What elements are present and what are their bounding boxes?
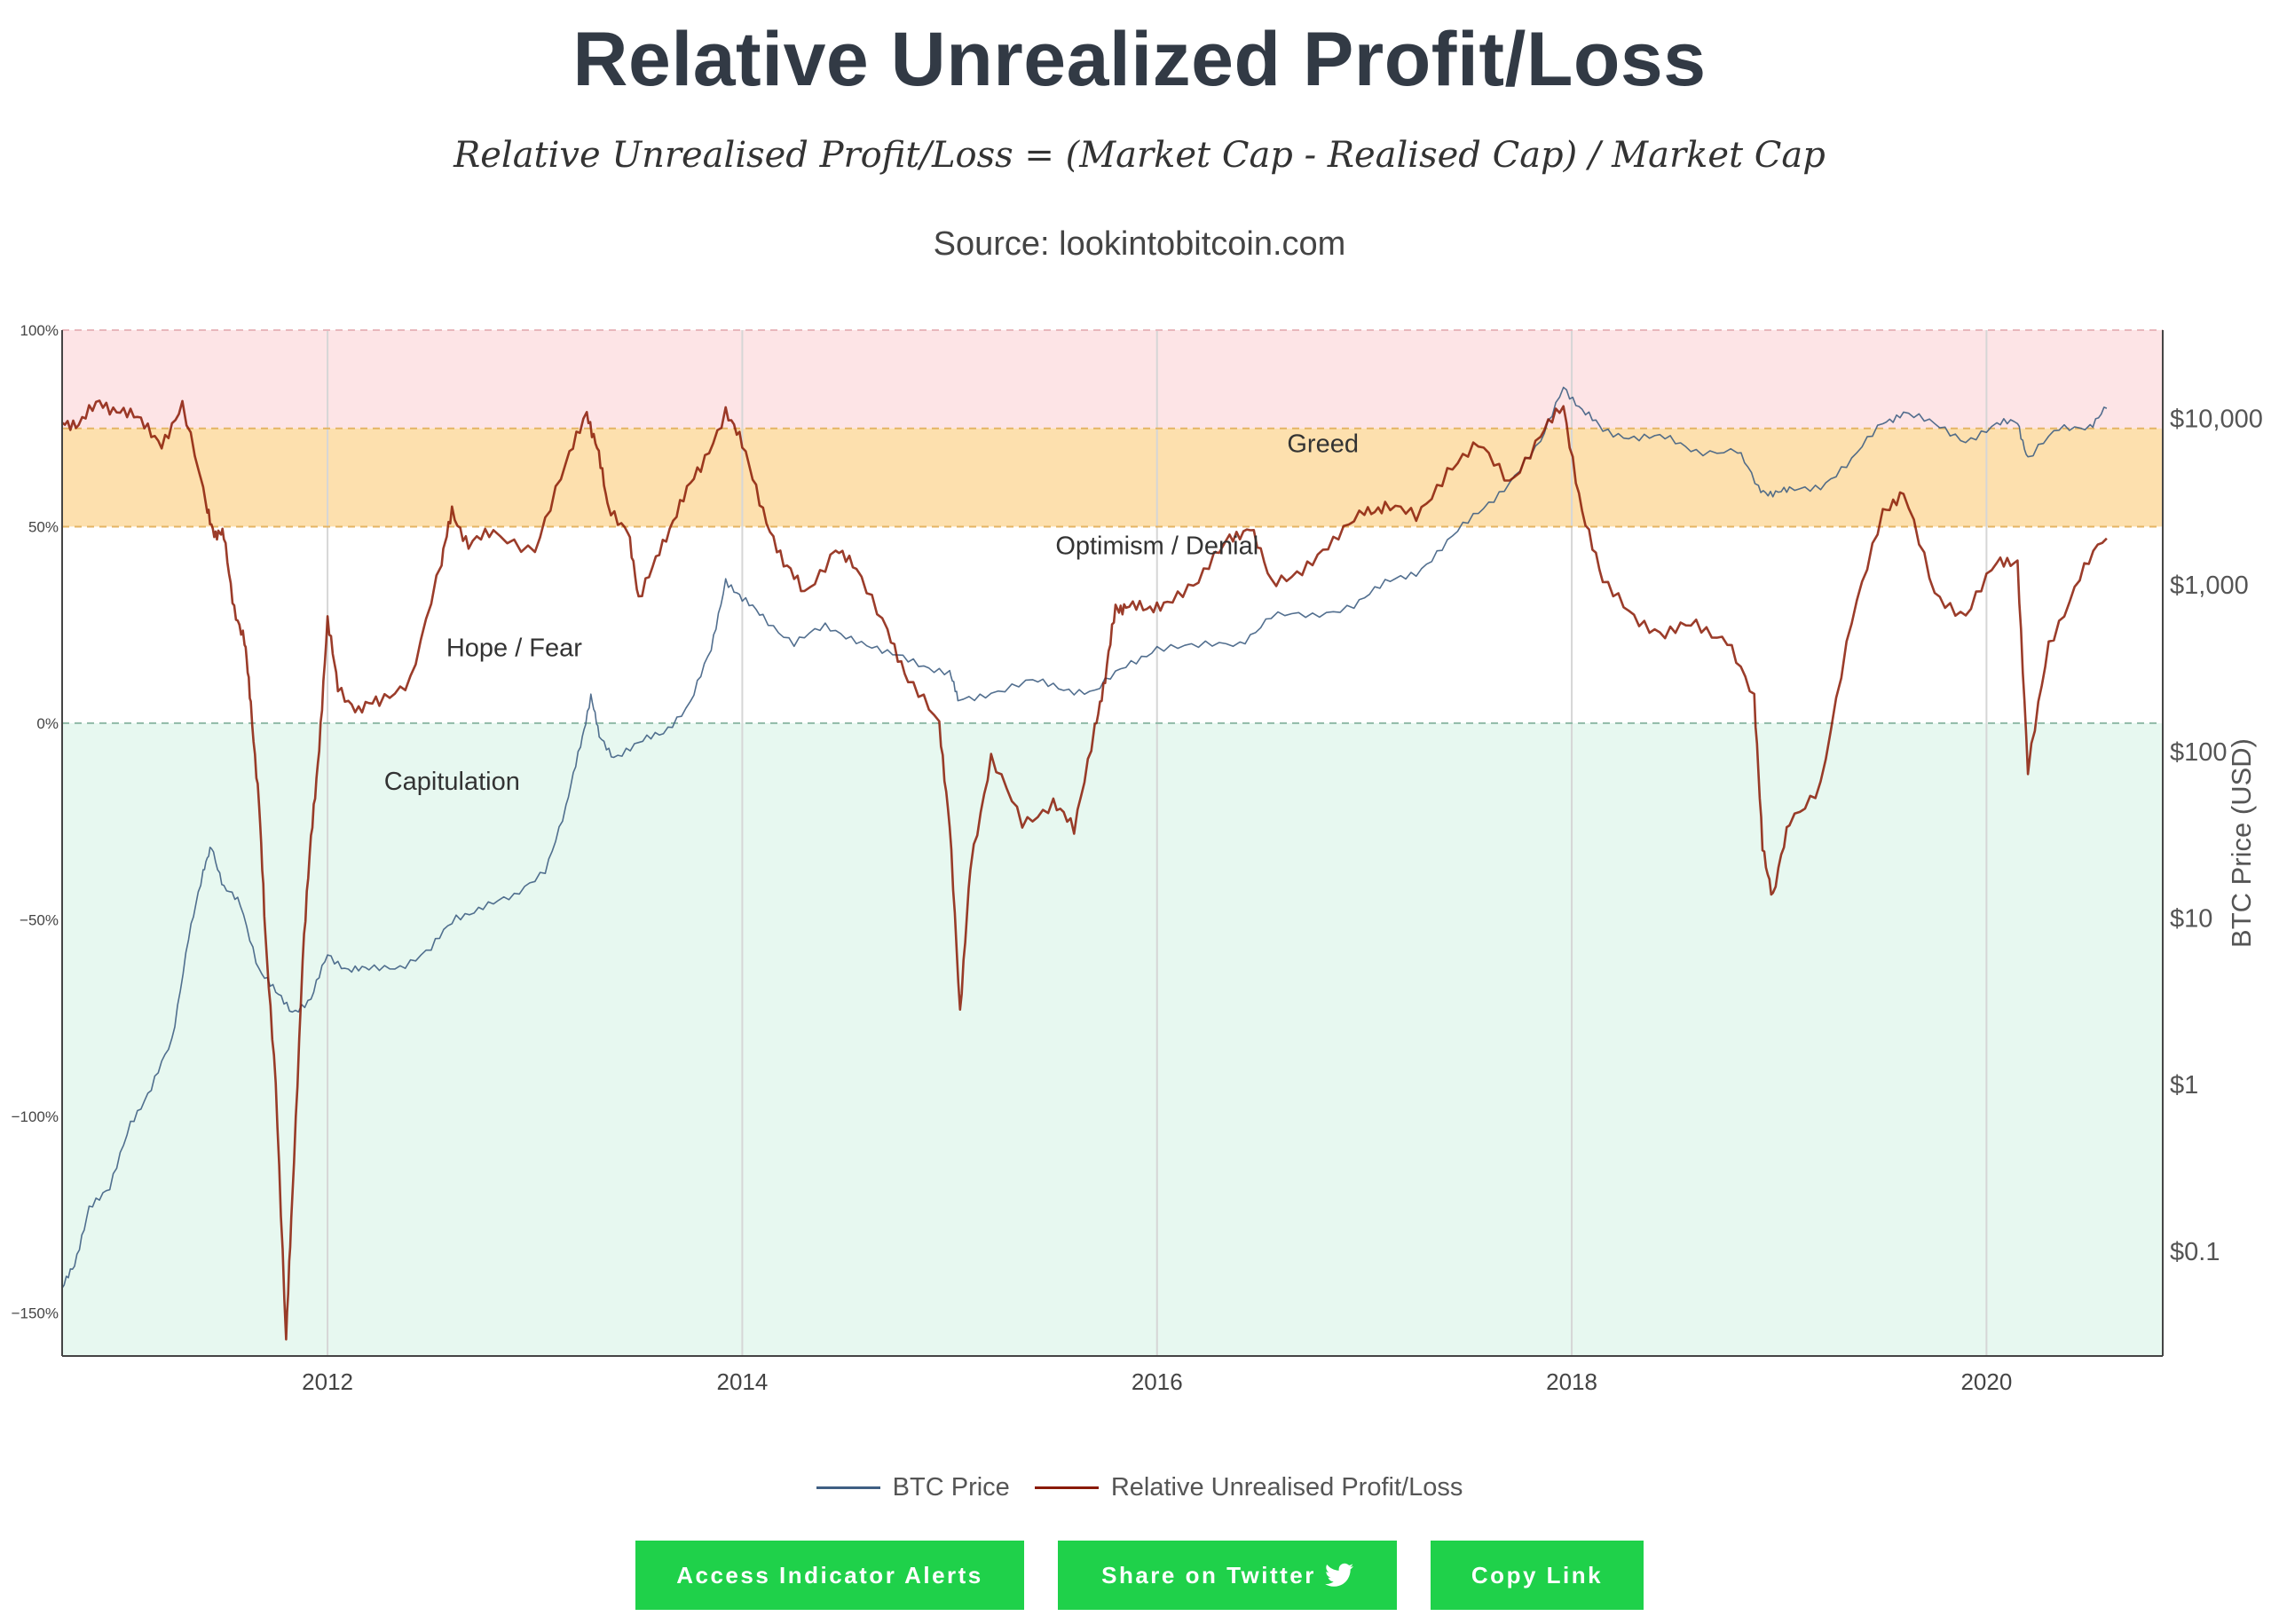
y-left-tick-label: −150% (12, 1305, 59, 1321)
x-tick-label: 2012 (302, 1368, 353, 1395)
zone-greed (62, 330, 2163, 429)
zone-label: Greed (1287, 430, 1359, 458)
formula-subtitle: Relative Unrealised Profit/Loss = (Marke… (453, 135, 1826, 176)
x-tick-label: 2018 (1546, 1368, 1597, 1395)
share-twitter-label: Share on Twitter (1101, 1561, 1316, 1589)
copy-link-label: Copy Link (1471, 1561, 1604, 1589)
y-left-tick-label: 0% (36, 715, 59, 732)
zone-label: Hope / Fear (446, 635, 582, 663)
legend-item-nupl[interactable]: Relative Unrealised Profit/Loss (1034, 1473, 1463, 1502)
y-right-tick-label: $1,000 (2170, 572, 2249, 600)
series-lines (61, 386, 2108, 1341)
action-buttons: Access Indicator Alerts Share on Twitter… (0, 1541, 2279, 1610)
source-label: Source: lookintobitcoin.com (933, 225, 1346, 263)
legend-swatch-nupl (1034, 1486, 1099, 1489)
zone-optimism-denial (62, 428, 2163, 527)
y-left-tick-label: 50% (28, 518, 59, 535)
zone-label: Optimism / Denial (1055, 532, 1258, 560)
copy-link-button[interactable]: Copy Link (1431, 1541, 1644, 1610)
zone-capitulation (62, 722, 2163, 1356)
chart-legend: BTC Price Relative Unrealised Profit/Los… (0, 1473, 2279, 1502)
legend-label-nupl: Relative Unrealised Profit/Loss (1110, 1473, 1463, 1502)
zone-annotations: Greed Optimism / Denial Hope / Fear Capitul… (384, 430, 1359, 796)
access-alerts-label: Access Indicator Alerts (676, 1561, 983, 1589)
grid-lines (327, 330, 1988, 1356)
zone-label: Capitulation (384, 768, 520, 796)
y-left-tick-label: −100% (12, 1108, 59, 1125)
access-alerts-button[interactable]: Access Indicator Alerts (635, 1541, 1024, 1610)
chart-axes (61, 330, 2164, 1357)
y-left-tick-label: 100% (20, 322, 59, 339)
x-axis-ticks: 2012 2014 2016 2018 2020 (302, 1368, 2012, 1395)
right-axis-title: BTC Price (USD) (2226, 738, 2257, 948)
left-axis-ticks: 100% 50% 0% −50% −100% −150% (12, 322, 59, 1321)
legend-swatch-btc (816, 1486, 880, 1489)
twitter-bird-icon (1324, 1563, 1353, 1587)
right-axis-ticks: $10,000 $1,000 $100 $10 $1 $0.1 (2170, 405, 2263, 1265)
zone-boundary-lines (62, 329, 2163, 724)
x-tick-label: 2020 (1960, 1368, 2012, 1395)
y-right-tick-label: $1 (2170, 1071, 2198, 1100)
page-title: Relative Unrealized Profit/Loss (572, 17, 1707, 102)
nupl-line (61, 399, 2108, 1341)
zone-bands (62, 330, 2163, 1356)
y-left-tick-label: −50% (20, 911, 59, 928)
y-right-tick-label: $0.1 (2170, 1238, 2220, 1266)
zone-hope-fear (62, 526, 2163, 626)
y-right-tick-label: $10 (2170, 904, 2212, 933)
y-right-tick-label: $10,000 (2170, 405, 2263, 433)
legend-label-btc: BTC Price (892, 1473, 1010, 1502)
y-right-tick-label: $100 (2170, 738, 2228, 767)
legend-item-btc-price[interactable]: BTC Price (816, 1473, 1010, 1502)
x-tick-label: 2016 (1132, 1368, 1183, 1395)
share-twitter-button[interactable]: Share on Twitter (1058, 1541, 1397, 1610)
x-tick-label: 2014 (716, 1368, 768, 1395)
btc-price-line (61, 386, 2108, 1289)
